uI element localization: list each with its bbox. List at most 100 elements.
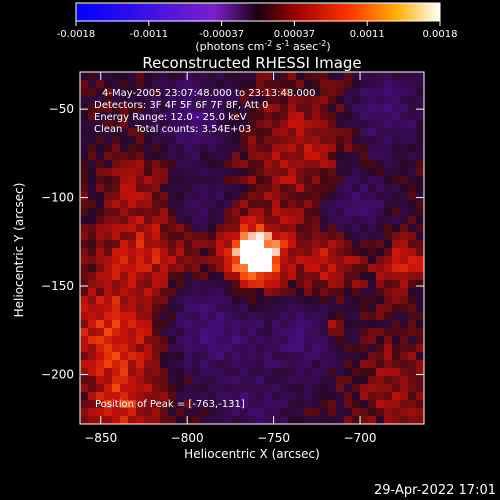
heatmap-cell [272, 272, 280, 280]
heatmap-cell [416, 408, 424, 416]
heatmap-cell [136, 88, 144, 96]
heatmap-cell [408, 360, 416, 368]
heatmap-cell [280, 192, 288, 200]
heatmap-cell [240, 376, 248, 384]
heatmap-cell [304, 272, 312, 280]
heatmap-cell [320, 184, 328, 192]
heatmap-cell [120, 80, 128, 88]
heatmap-cell [192, 216, 200, 224]
heatmap-cell [384, 328, 392, 336]
heatmap-cell [208, 152, 216, 160]
heatmap-cell [168, 80, 176, 88]
heatmap-cell [392, 168, 400, 176]
heatmap-cell [280, 128, 288, 136]
x-tick-label: −800 [171, 431, 204, 445]
heatmap-cell [408, 296, 416, 304]
heatmap-cell [96, 304, 104, 312]
heatmap-cell [320, 240, 328, 248]
heatmap-cell [272, 280, 280, 288]
heatmap-cell [408, 232, 416, 240]
heatmap-cell [144, 320, 152, 328]
heatmap-cell [328, 256, 336, 264]
heatmap-cell [240, 352, 248, 360]
heatmap-cell [232, 112, 240, 120]
heatmap-cell [272, 144, 280, 152]
heatmap-cell [152, 128, 160, 136]
heatmap-cell [176, 200, 184, 208]
heatmap-cell [320, 288, 328, 296]
heatmap-cell [168, 280, 176, 288]
heatmap-cell [320, 232, 328, 240]
heatmap-cell [152, 144, 160, 152]
heatmap-cell [240, 216, 248, 224]
heatmap-cell [360, 392, 368, 400]
x-tick-label: −850 [84, 431, 117, 445]
heatmap-cell [384, 248, 392, 256]
heatmap-cell [224, 416, 232, 424]
heatmap-cell [128, 128, 136, 136]
heatmap-cell [144, 304, 152, 312]
heatmap-cell [112, 368, 120, 376]
heatmap-cell [328, 152, 336, 160]
heatmap-cell [104, 120, 112, 128]
heatmap-cell [152, 368, 160, 376]
heatmap-cell [296, 376, 304, 384]
heatmap-cell [384, 312, 392, 320]
heatmap-cell [376, 96, 384, 104]
heatmap-cell [408, 384, 416, 392]
heatmap-cell [352, 224, 360, 232]
heatmap-cell [352, 96, 360, 104]
heatmap-cell [224, 304, 232, 312]
heatmap-cell [128, 216, 136, 224]
heatmap-cell [240, 240, 248, 248]
heatmap-cell [232, 176, 240, 184]
heatmap-cell [312, 80, 320, 88]
heatmap-cell [400, 184, 408, 192]
heatmap-cell [248, 136, 256, 144]
heatmap-cell [360, 160, 368, 168]
heatmap-cell [216, 376, 224, 384]
heatmap-cell [144, 128, 152, 136]
heatmap-cell [280, 384, 288, 392]
heatmap-cell [128, 416, 136, 424]
heatmap-cell [248, 240, 256, 248]
heatmap-cell [288, 256, 296, 264]
heatmap-cell [360, 272, 368, 280]
heatmap-cell [280, 232, 288, 240]
heatmap-cell [240, 392, 248, 400]
heatmap-cell [224, 80, 232, 88]
heatmap-cell [208, 104, 216, 112]
heatmap-cell [104, 224, 112, 232]
heatmap-cell [304, 128, 312, 136]
heatmap-cell [296, 248, 304, 256]
heatmap-cell [408, 208, 416, 216]
heatmap-cell [384, 256, 392, 264]
heatmap-cell [136, 360, 144, 368]
heatmap-cell [336, 136, 344, 144]
heatmap-cell [240, 128, 248, 136]
heatmap-cell [280, 88, 288, 96]
heatmap-cell [368, 184, 376, 192]
heatmap-cell [96, 384, 104, 392]
heatmap-cell [408, 96, 416, 104]
heatmap-cell [208, 80, 216, 88]
heatmap-cell [392, 160, 400, 168]
heatmap-cell [376, 192, 384, 200]
heatmap-cell [256, 344, 264, 352]
heatmap-cell [352, 120, 360, 128]
heatmap-cell [240, 112, 248, 120]
heatmap-cell [304, 264, 312, 272]
heatmap-cell [200, 128, 208, 136]
heatmap-cell [408, 280, 416, 288]
heatmap-cell [248, 96, 256, 104]
heatmap-cell [280, 360, 288, 368]
heatmap-cell [232, 216, 240, 224]
heatmap-cell [112, 352, 120, 360]
heatmap-cell [368, 80, 376, 88]
heatmap-cell [128, 208, 136, 216]
heatmap-cell [392, 336, 400, 344]
heatmap-cell [288, 384, 296, 392]
y-tick-label: −200 [41, 367, 74, 381]
heatmap-cell [416, 280, 424, 288]
